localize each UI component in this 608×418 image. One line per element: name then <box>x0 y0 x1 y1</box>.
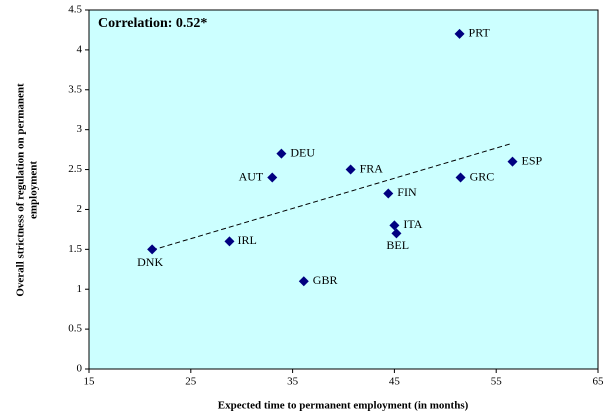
point-label: GBR <box>313 273 338 287</box>
point <box>507 156 518 167</box>
point-label: DNK <box>137 255 163 269</box>
point <box>345 164 356 175</box>
point <box>147 244 158 255</box>
y-tick-label: 4.5 <box>68 4 82 16</box>
x-tick-label: 45 <box>389 376 401 388</box>
x-tick-label: 25 <box>185 376 197 388</box>
y-tick-label: 3 <box>77 123 83 135</box>
point <box>391 228 402 239</box>
trendline <box>151 142 513 251</box>
y-tick-label: 4 <box>77 43 83 55</box>
point <box>276 148 287 159</box>
annotation: Correlation: 0.52* <box>98 16 207 31</box>
x-tick-label: 65 <box>593 376 605 388</box>
point <box>267 172 278 183</box>
y-tick-label: 2.5 <box>68 163 82 175</box>
point-label: GRC <box>470 169 495 183</box>
point-label: PRT <box>469 26 491 40</box>
point <box>454 28 465 39</box>
y-tick-label: 3.5 <box>68 83 82 95</box>
point-label: FRA <box>360 161 384 175</box>
point-label: AUT <box>239 169 264 183</box>
y-tick-label: 1 <box>77 283 83 295</box>
point <box>224 236 235 247</box>
x-tick-label: 55 <box>491 376 503 388</box>
x-axis-label: Expected time to permanent employment (i… <box>218 400 469 412</box>
point-label: BEL <box>386 238 409 252</box>
point-label: ITA <box>403 217 422 231</box>
y-axis-label: Overall strictness of regulation on perm… <box>15 83 40 297</box>
point <box>389 220 400 231</box>
y-tick-label: 0 <box>77 363 83 375</box>
y-axis-label-line: employment <box>28 161 40 219</box>
y-axis-label-line: Overall strictness of regulation on perm… <box>15 83 27 297</box>
y-tick-label: 1.5 <box>68 243 82 255</box>
x-tick-label: 15 <box>84 376 96 388</box>
point <box>455 172 466 183</box>
point-label: ESP <box>521 153 542 167</box>
point <box>383 188 394 199</box>
x-tick-label: 35 <box>287 376 299 388</box>
point-label: FIN <box>397 185 417 199</box>
y-tick-label: 2 <box>77 203 83 215</box>
point-label: DEU <box>290 145 315 159</box>
plot-area <box>88 9 599 370</box>
point <box>298 276 309 287</box>
y-tick-label: 0.5 <box>68 323 82 335</box>
point-label: IRL <box>237 233 256 247</box>
